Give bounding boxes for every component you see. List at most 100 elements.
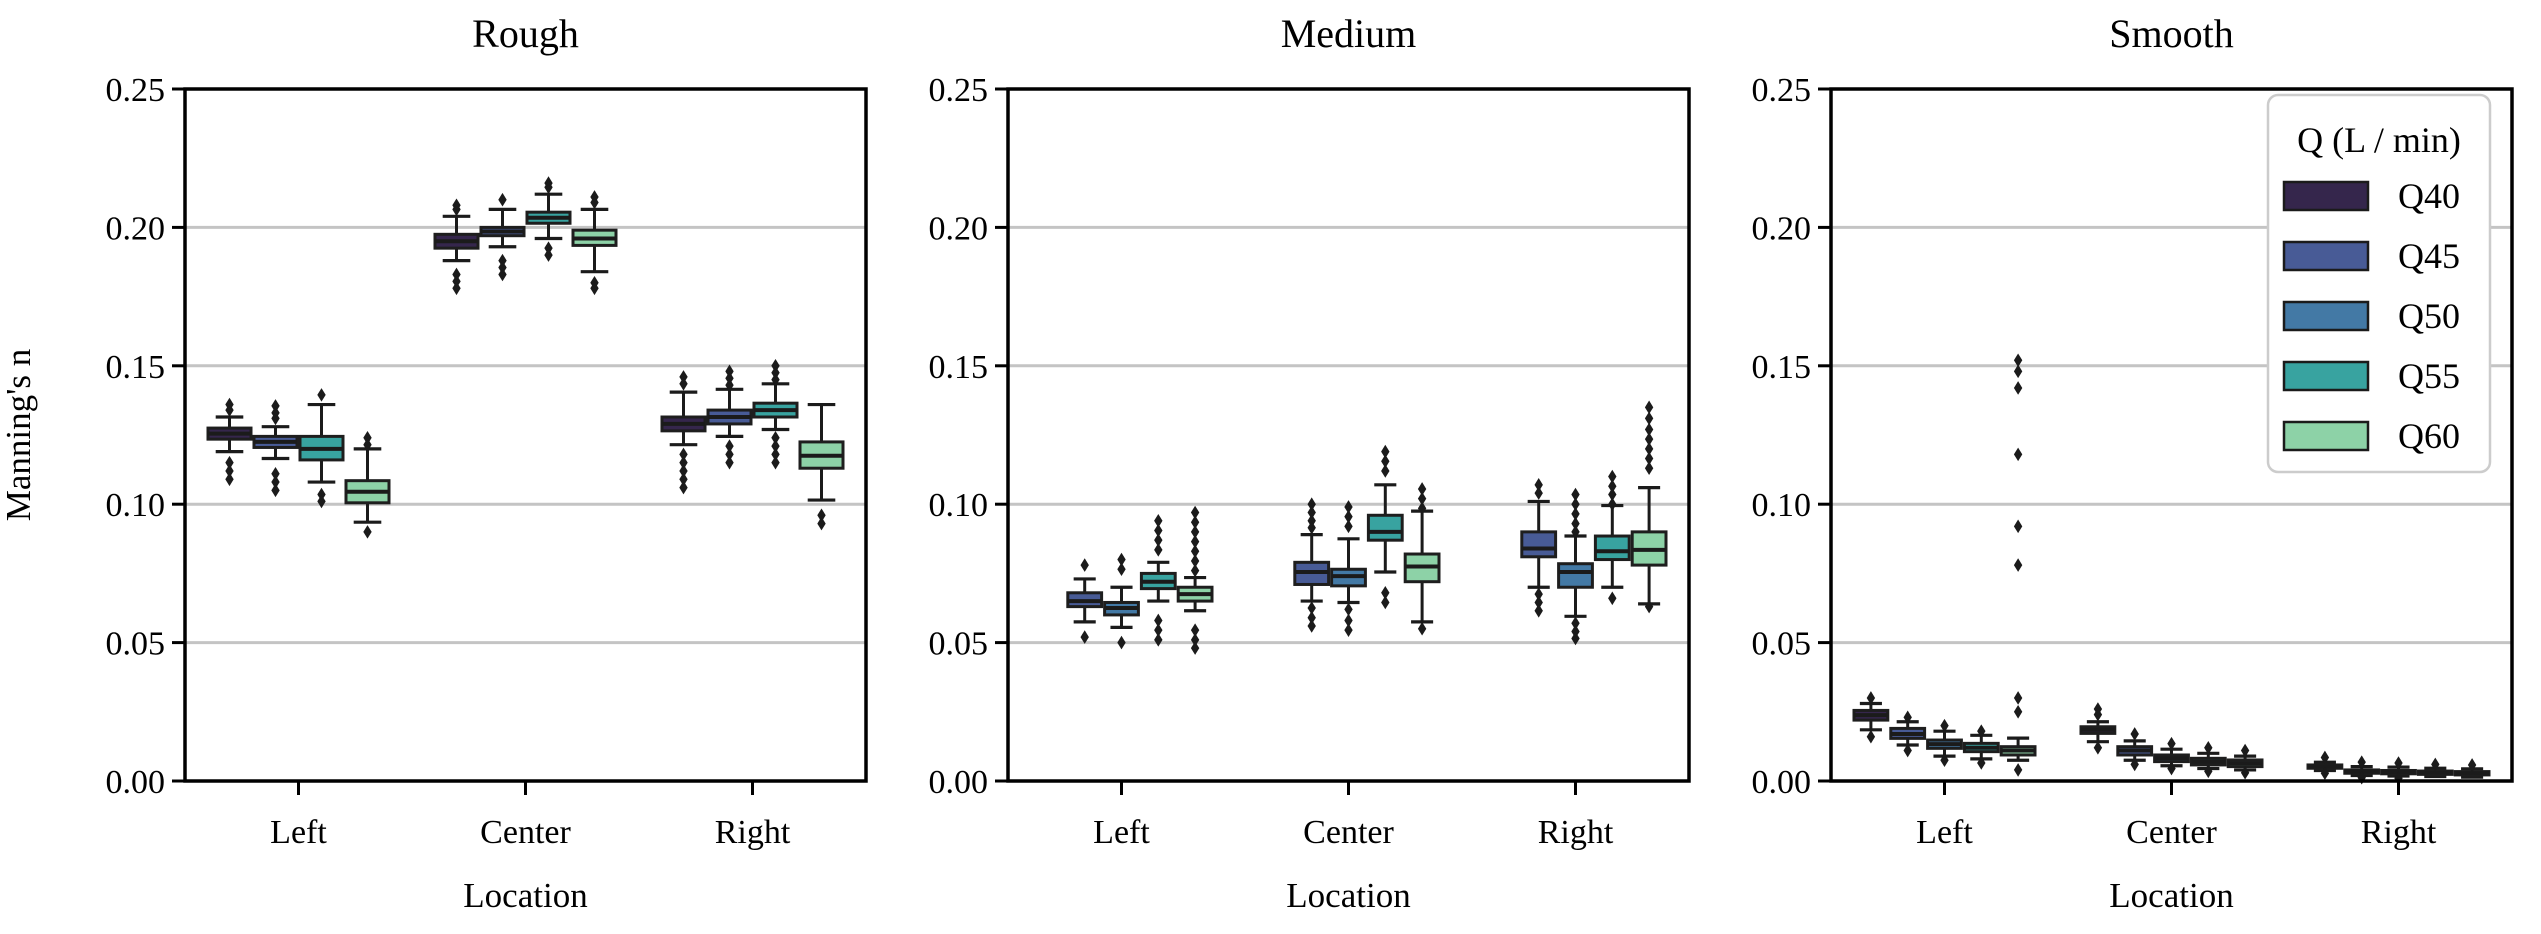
outlier-point [1117, 552, 1126, 567]
outlier-point [679, 447, 688, 462]
y-tick-label: 0.20 [1752, 210, 1812, 247]
outlier-point [1571, 516, 1580, 531]
outlier-point [2357, 755, 2366, 769]
outlier-point [1381, 464, 1390, 478]
outlier-point [590, 195, 599, 210]
outlier-point [544, 241, 553, 255]
outlier-point [2013, 381, 2023, 395]
outlier-point [271, 483, 280, 498]
outlier-point [1977, 756, 1986, 770]
outlier-point [2013, 691, 2023, 705]
outlier-point [317, 494, 326, 509]
outlier-point [1307, 619, 1316, 633]
outlier-point [679, 376, 688, 391]
outlier-point [771, 372, 780, 387]
outlier-point [725, 447, 734, 462]
y-tick-label: 0.25 [1752, 72, 1812, 109]
y-tick-label: 0.20 [106, 210, 166, 247]
outlier-point [498, 253, 507, 268]
outlier-point [2394, 771, 2403, 786]
outlier-point [271, 411, 280, 426]
outlier-point [1534, 478, 1543, 492]
outlier-point [1644, 599, 1654, 614]
outlier-point [1307, 601, 1316, 615]
x-tick-label: Right [2361, 814, 2437, 851]
outlier-point [1866, 729, 1876, 744]
outlier-point [1903, 743, 1912, 758]
outlier-point [1154, 523, 1163, 538]
outlier-point [1344, 509, 1353, 524]
x-axis-label: Location [2109, 876, 2233, 915]
legend-label: Q40 [2398, 176, 2460, 216]
outlier-point [1866, 691, 1876, 705]
outlier-point [2093, 740, 2103, 755]
outlier-point [2130, 757, 2139, 772]
outlier-point [725, 364, 734, 379]
outlier-point [1344, 500, 1353, 514]
outlier-point [2204, 740, 2213, 755]
outlier-point [498, 192, 507, 207]
outlier-point [1190, 515, 1200, 529]
outlier-point [679, 455, 688, 470]
boxplot-box-q55 [1366, 513, 1404, 542]
outlier-point [679, 370, 688, 384]
x-tick-label: Center [480, 814, 571, 851]
outlier-point [1417, 491, 1427, 506]
outlier-point [1417, 621, 1427, 636]
outlier-point [679, 472, 688, 487]
outlier-point [452, 274, 461, 289]
y-axis-label: Manning's n [0, 349, 38, 522]
outlier-point [771, 439, 780, 453]
outlier-point [1381, 595, 1390, 610]
outlier-point [771, 455, 780, 470]
panel-title: Smooth [2109, 11, 2233, 56]
y-tick-label: 0.00 [1752, 764, 1812, 801]
outlier-point [2013, 353, 2023, 368]
y-tick-label: 0.00 [106, 764, 166, 801]
outlier-point [1344, 602, 1353, 617]
outlier-point [1154, 514, 1163, 528]
y-tick-label: 0.05 [1752, 626, 1812, 663]
outlier-point [363, 430, 372, 445]
outlier-point [452, 267, 461, 282]
outlier-point [2167, 736, 2176, 751]
outlier-point [1190, 563, 1200, 578]
outlier-point [1571, 525, 1580, 539]
outlier-point [1190, 525, 1200, 539]
legend-label: Q60 [2398, 416, 2460, 456]
outlier-point [1117, 562, 1126, 577]
outlier-point [1417, 501, 1427, 516]
outlier-point [225, 464, 234, 478]
outlier-point [2320, 766, 2330, 781]
outlier-point [1344, 623, 1353, 637]
outlier-point [1190, 623, 1200, 637]
outlier-point [1608, 479, 1617, 494]
y-tick-label: 0.10 [929, 487, 989, 524]
outlier-point [271, 466, 280, 481]
legend-swatch-q60 [2282, 420, 2370, 452]
outlier-point [452, 202, 461, 217]
outlier-point [1307, 505, 1316, 520]
outlier-point [1644, 451, 1654, 466]
legend-swatch-q55 [2282, 360, 2370, 392]
outlier-point [1644, 411, 1654, 426]
outlier-point [271, 475, 280, 489]
outlier-point [1307, 520, 1316, 535]
outlier-point [1344, 519, 1353, 534]
outlier-point [1977, 724, 1986, 738]
outlier-point [1190, 534, 1200, 549]
legend-swatch-q50 [2282, 300, 2370, 332]
y-tick-label: 0.25 [929, 72, 989, 109]
outlier-point [1644, 400, 1654, 415]
outlier-point [771, 365, 780, 380]
outlier-point [1608, 487, 1617, 502]
outlier-point [2013, 519, 2023, 534]
outlier-point [363, 437, 372, 452]
outlier-point [1381, 444, 1390, 459]
outlier-point [2130, 727, 2139, 741]
outlier-point [2013, 558, 2023, 572]
outlier-point [2167, 761, 2176, 776]
outlier-point [1534, 603, 1543, 618]
outlier-point [1940, 718, 1949, 733]
x-tick-label: Right [1538, 814, 1614, 851]
